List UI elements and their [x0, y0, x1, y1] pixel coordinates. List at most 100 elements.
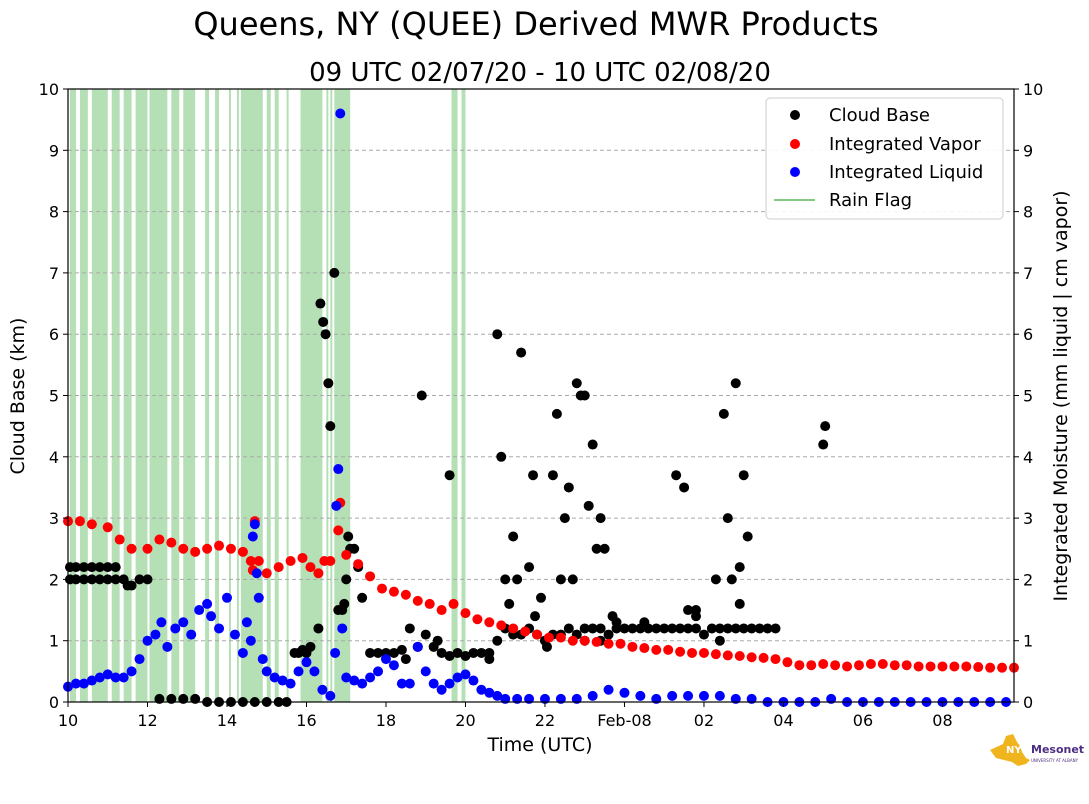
- point-integrated-liquid: [337, 623, 348, 634]
- x-axis-label: Time (UTC): [486, 734, 592, 756]
- point-cloud-base: [110, 562, 121, 573]
- y-axis-right: 0 1 2 3 4 5 6 7 8 9 10: [1014, 80, 1043, 712]
- y-tick-label: 6: [49, 325, 59, 344]
- legend-marker-integrated-liquid: [790, 167, 800, 177]
- point-integrated-liquid: [333, 464, 344, 475]
- point-cloud-base: [722, 623, 733, 634]
- point-cloud-base: [315, 298, 326, 309]
- point-cloud-base: [305, 641, 316, 652]
- point-cloud-base: [496, 451, 507, 462]
- point-cloud-base: [818, 439, 829, 450]
- point-cloud-base: [583, 500, 594, 511]
- point-integrated-vapor: [925, 661, 936, 672]
- point-integrated-liquid: [257, 654, 268, 665]
- point-cloud-base: [142, 574, 153, 585]
- x-tick-label: 14: [217, 711, 237, 730]
- point-integrated-liquid: [118, 672, 129, 683]
- point-integrated-vapor: [166, 537, 177, 548]
- point-cloud-base: [484, 654, 495, 665]
- point-integrated-vapor: [818, 658, 829, 669]
- point-integrated-vapor: [615, 638, 626, 649]
- point-integrated-vapor: [424, 598, 435, 609]
- point-cloud-base: [78, 574, 89, 585]
- y-tick-label-right: 4: [1023, 448, 1033, 467]
- point-integrated-liquid: [388, 660, 399, 671]
- point-integrated-vapor: [651, 644, 662, 655]
- point-cloud-base: [416, 390, 427, 401]
- point-cloud-base: [738, 623, 749, 634]
- point-integrated-liquid: [444, 678, 455, 689]
- x-tick-label: 20: [455, 711, 475, 730]
- point-integrated-liquid: [245, 635, 256, 646]
- point-cloud-base: [659, 623, 670, 634]
- point-integrated-vapor: [377, 583, 388, 594]
- point-cloud-base: [714, 635, 725, 646]
- point-integrated-liquid: [251, 568, 262, 579]
- point-cloud-base: [547, 470, 558, 481]
- point-cloud-base: [691, 605, 702, 616]
- point-cloud-base: [734, 598, 745, 609]
- x-tick-label: 06: [853, 711, 873, 730]
- point-integrated-vapor: [889, 660, 900, 671]
- point-cloud-base: [373, 647, 384, 658]
- point-integrated-vapor: [639, 643, 650, 654]
- point-cloud-base: [102, 562, 113, 573]
- point-integrated-vapor: [842, 661, 853, 672]
- rain-flag-band: [205, 89, 210, 702]
- point-cloud-base: [738, 470, 749, 481]
- point-cloud-base: [730, 378, 741, 389]
- point-integrated-vapor: [74, 516, 85, 527]
- point-integrated-vapor: [853, 660, 864, 671]
- point-cloud-base: [587, 623, 598, 634]
- point-cloud-base: [722, 513, 733, 524]
- point-integrated-vapor: [237, 546, 248, 557]
- point-integrated-liquid: [78, 678, 89, 689]
- y-tick-label-right: 10: [1023, 80, 1043, 99]
- point-integrated-vapor: [758, 652, 769, 663]
- legend: Cloud Base Integrated Vapor Integrated L…: [765, 97, 1004, 220]
- point-cloud-base: [396, 644, 407, 655]
- point-integrated-liquid: [714, 690, 725, 701]
- point-integrated-liquid: [683, 690, 694, 701]
- point-integrated-liquid: [150, 629, 161, 640]
- point-cloud-base: [714, 623, 725, 634]
- point-integrated-liquid: [86, 675, 97, 686]
- point-cloud-base: [436, 647, 447, 658]
- point-integrated-vapor: [341, 549, 352, 560]
- y-tick-label: 8: [49, 203, 59, 222]
- rain-flag-band: [274, 89, 279, 702]
- point-integrated-liquid: [162, 641, 173, 652]
- point-cloud-base: [94, 574, 105, 585]
- rain-flag-band: [266, 89, 271, 702]
- point-integrated-vapor: [520, 626, 531, 637]
- point-integrated-liquid: [460, 669, 471, 680]
- point-integrated-liquid: [285, 678, 296, 689]
- logo-mesonet-text: Mesonet: [1031, 743, 1084, 756]
- point-cloud-base: [452, 647, 463, 658]
- point-integrated-liquid: [178, 617, 189, 628]
- point-integrated-liquid: [396, 678, 407, 689]
- point-integrated-vapor: [313, 568, 324, 579]
- point-cloud-base: [476, 647, 487, 658]
- point-integrated-liquid: [667, 690, 678, 701]
- point-integrated-liquid: [349, 675, 360, 686]
- point-integrated-liquid: [156, 617, 167, 628]
- point-cloud-base: [444, 651, 455, 662]
- point-cloud-base: [512, 574, 523, 585]
- point-integrated-liquid: [202, 598, 213, 609]
- point-cloud-base: [746, 623, 757, 634]
- point-integrated-vapor: [794, 660, 805, 671]
- legend-label-cloud-base: Cloud Base: [829, 105, 930, 126]
- point-integrated-liquid: [142, 635, 153, 646]
- point-cloud-base: [349, 543, 360, 554]
- point-integrated-vapor: [949, 661, 960, 672]
- point-integrated-vapor: [253, 556, 264, 567]
- point-integrated-liquid: [412, 641, 423, 652]
- point-integrated-vapor: [484, 617, 495, 628]
- point-cloud-base: [754, 623, 765, 634]
- point-cloud-base: [404, 623, 415, 634]
- point-integrated-liquid: [484, 687, 495, 698]
- logo-nys-text: NYS: [1006, 745, 1029, 756]
- point-cloud-base: [86, 562, 97, 573]
- point-cloud-base: [651, 623, 662, 634]
